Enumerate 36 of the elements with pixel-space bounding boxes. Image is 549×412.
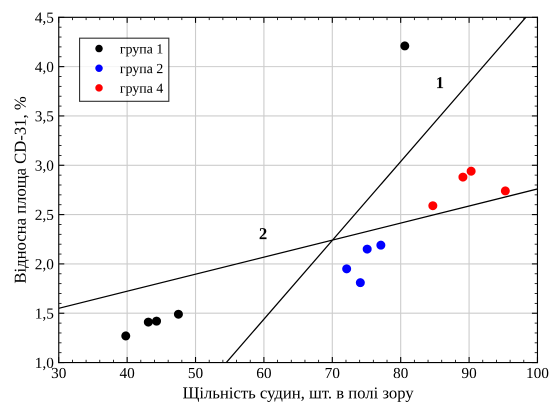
- legend-label: група 4: [120, 84, 164, 96]
- x-tick-label: 50: [188, 368, 203, 378]
- point: [428, 201, 438, 210]
- y-tick-label: 3,5: [36, 111, 54, 124]
- y-tick-label: 2,0: [35, 259, 54, 272]
- point: [376, 240, 386, 250]
- y-tick-label: 1,0: [36, 358, 54, 370]
- y-tick-label: 4,5: [35, 12, 54, 25]
- x-tick-label: 60: [256, 368, 271, 378]
- point: [362, 244, 372, 254]
- x-tick-label: 40: [120, 368, 134, 378]
- point: [152, 316, 162, 326]
- point: [174, 310, 183, 319]
- legend-label: група 1: [120, 44, 162, 56]
- y-tick-label: 3,0: [36, 160, 54, 173]
- y-tick-label: 1,5: [36, 308, 54, 321]
- y-tick-label: 4,0: [35, 62, 54, 74]
- x-tick-label: 90: [462, 368, 476, 378]
- x-tick-label: 80: [394, 368, 408, 378]
- point: [458, 172, 468, 182]
- x-tick-label: 30: [52, 368, 66, 378]
- x-tick-label: 70: [326, 368, 340, 378]
- point: [356, 278, 365, 288]
- x-axis-title: Щільність судин, шт. в полі зору: [183, 387, 414, 402]
- series-label: 1: [437, 77, 444, 88]
- series-label: 2: [260, 228, 267, 240]
- point: [400, 41, 410, 50]
- legend-label: група 2: [120, 64, 162, 76]
- y-tick-label: 2,5: [35, 210, 54, 222]
- point: [500, 186, 510, 196]
- point: [342, 264, 352, 274]
- point: [121, 331, 130, 340]
- point: [466, 166, 476, 176]
- point: [144, 318, 153, 327]
- x-tick-label: 100: [527, 368, 548, 378]
- y-axis-title: Відносна площа CD-31, %: [14, 96, 30, 284]
